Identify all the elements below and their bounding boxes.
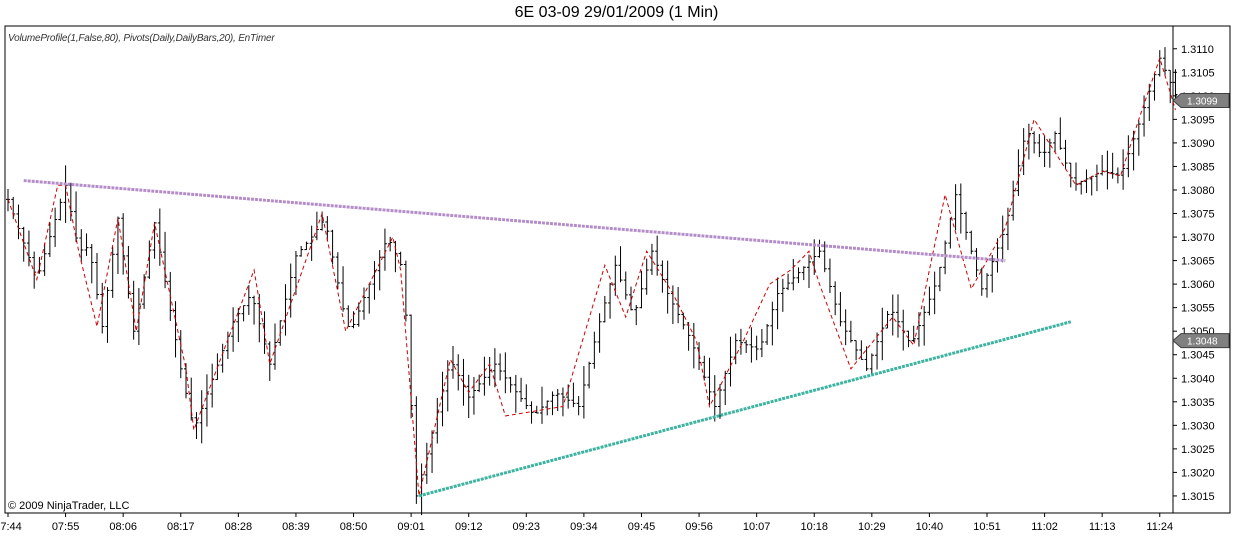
y-tick-label: 1.3060	[1181, 279, 1215, 291]
pivot-price-flag-label: 1.3048	[1187, 337, 1218, 348]
y-tick-label: 1.3040	[1181, 373, 1215, 385]
x-tick-label: 08:39	[282, 521, 310, 533]
price-bars	[6, 47, 1178, 516]
y-tick-label: 1.3055	[1181, 303, 1215, 315]
x-tick-label: 09:34	[570, 521, 598, 533]
pivot-price-flag	[1172, 333, 1230, 349]
y-tick-label: 1.3030	[1181, 420, 1215, 432]
y-tick-label: 1.3015	[1181, 491, 1215, 503]
x-tick-label: 07:44	[0, 521, 22, 533]
x-tick-label: 09:01	[397, 521, 425, 533]
y-axis: 1.31101.31051.31001.30951.30901.30851.30…	[1173, 44, 1215, 503]
y-tick-label: 1.3085	[1181, 161, 1215, 173]
y-tick-label: 1.3105	[1181, 67, 1215, 79]
x-tick-label: 08:50	[340, 521, 368, 533]
y-tick-label: 1.3020	[1181, 467, 1215, 479]
y-tick-label: 1.3025	[1181, 444, 1215, 456]
trend-lines	[7, 56, 1176, 498]
x-tick-label: 10:18	[800, 521, 828, 533]
y-tick-label: 1.3065	[1181, 256, 1215, 268]
x-tick-label: 11:24	[1146, 521, 1173, 533]
x-tick-label: 11:13	[1089, 521, 1116, 533]
x-tick-label: 07:55	[52, 521, 80, 533]
copyright-text: © 2009 NinjaTrader, LLC	[8, 500, 130, 512]
y-tick-label: 1.3075	[1181, 209, 1215, 221]
x-tick-label: 11:02	[1031, 521, 1058, 533]
y-tick-label: 1.3110	[1181, 44, 1214, 56]
x-tick-label: 08:28	[225, 521, 253, 533]
x-tick-label: 08:06	[109, 521, 137, 533]
x-tick-label: 09:12	[455, 521, 483, 533]
x-tick-label: 09:45	[628, 521, 656, 533]
current-price-flag-label: 1.3099	[1187, 97, 1218, 108]
indicator-label: VolumeProfile(1,False,80), Pivots(Daily,…	[8, 33, 275, 44]
x-tick-label: 09:23	[513, 521, 541, 533]
support-trendline	[418, 320, 1072, 498]
y-tick-label: 1.3070	[1181, 232, 1215, 244]
chart-title: 6E 03-09 29/01/2009 (1 Min)	[514, 4, 719, 21]
zigzag-line	[7, 56, 1176, 497]
y-tick-label: 1.3035	[1181, 397, 1215, 409]
x-tick-label: 10:07	[743, 521, 771, 533]
y-tick-label: 1.3045	[1181, 350, 1215, 362]
x-axis: 07:44 07:55 08:06 08:17 08:28 08:39 08:50 09:01…	[0, 513, 1173, 533]
y-tick-label: 1.3095	[1181, 114, 1215, 126]
x-tick-label: 10:29	[858, 521, 886, 533]
y-tick-label: 1.3080	[1181, 185, 1215, 197]
x-tick-label: 09:56	[685, 521, 713, 533]
current-price-flag	[1172, 93, 1230, 109]
y-tick-label: 1.3090	[1181, 138, 1215, 150]
resistance-trendline	[23, 179, 1006, 263]
price-flags: 1.3099 1.3048	[1172, 93, 1230, 349]
x-tick-label: 08:17	[167, 521, 195, 533]
x-tick-label: 10:51	[973, 521, 1001, 533]
y-axis-frame	[1172, 25, 1231, 514]
x-tick-label: 10:40	[916, 521, 944, 533]
